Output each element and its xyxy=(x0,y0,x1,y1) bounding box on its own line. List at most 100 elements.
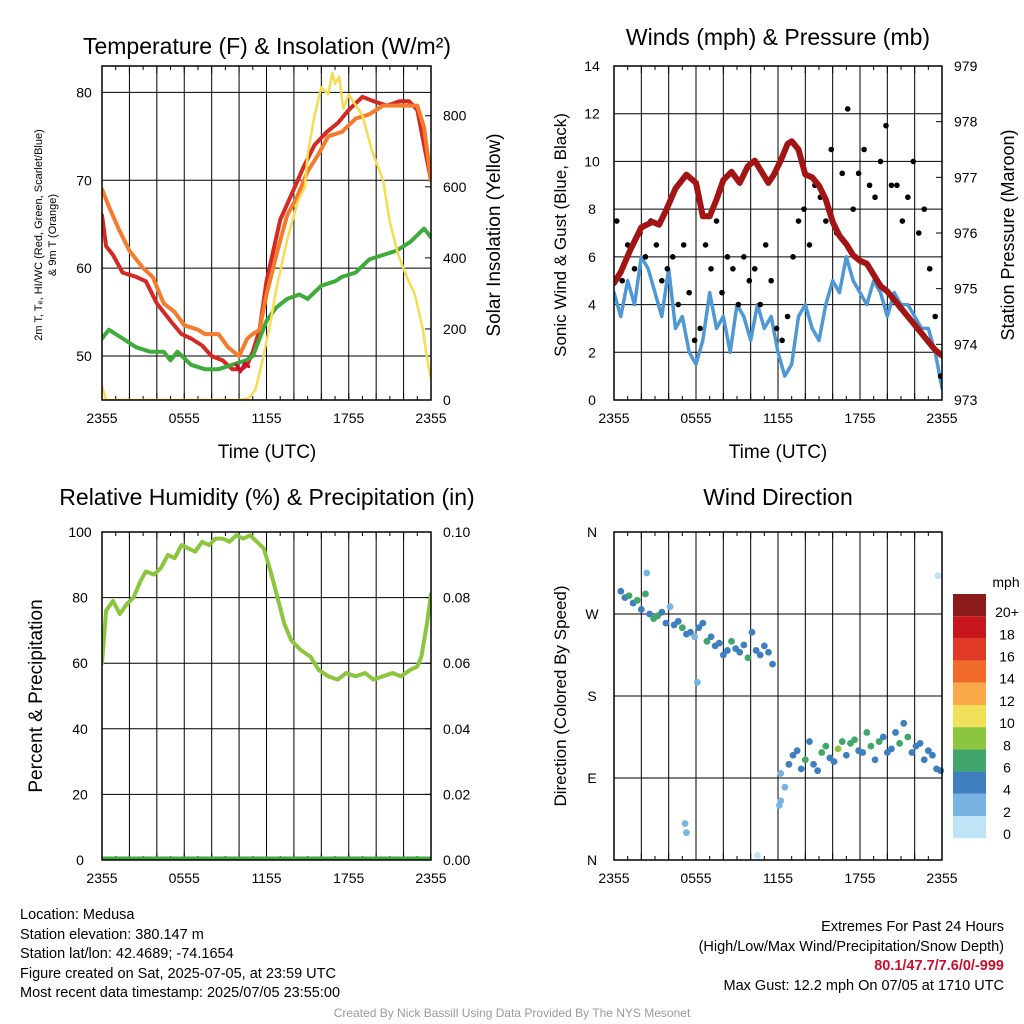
y2-tick-label: 974 xyxy=(954,336,978,352)
gust-point xyxy=(747,278,753,284)
legend-swatch xyxy=(953,794,986,816)
direction-point xyxy=(839,738,846,745)
direction-point xyxy=(904,734,911,741)
direction-point xyxy=(740,642,747,649)
direction-point xyxy=(798,765,805,772)
y-tick-label: E xyxy=(587,770,596,786)
gust-point xyxy=(665,266,671,272)
created-text: Figure created on Sat, 2025-07-05, at 23… xyxy=(20,965,340,985)
gust-point xyxy=(796,218,802,224)
legend-swatch xyxy=(953,749,986,771)
x-tick-label: 2355 xyxy=(86,870,117,886)
direction-point xyxy=(682,820,689,827)
gust-point xyxy=(861,147,867,153)
direction-point xyxy=(794,747,801,754)
gust-point xyxy=(774,326,780,332)
direction-point xyxy=(777,770,784,777)
x-tick-label: 2355 xyxy=(86,410,117,426)
temperature-ylabel-right: Solar Insolation (Yellow) xyxy=(484,133,505,336)
legend-swatch xyxy=(953,594,986,616)
direction-point xyxy=(892,729,899,736)
gust-point xyxy=(779,338,785,344)
direction-panel: Wind Direction 2355 0555 1155 1755 2355NESWN… xyxy=(551,484,1020,886)
y-tick-label: S xyxy=(587,688,596,704)
direction-point xyxy=(835,745,842,752)
gust-point xyxy=(768,278,774,284)
direction-point xyxy=(643,570,650,577)
x-tick-label: 1155 xyxy=(251,410,281,426)
gust-point xyxy=(872,194,878,200)
y-tick-label: 8 xyxy=(588,201,596,217)
direction-point xyxy=(843,752,850,759)
direction-point xyxy=(917,740,924,747)
gust-point xyxy=(757,302,763,308)
gust-point xyxy=(839,171,845,177)
elevation-text: Station elevation: 380.147 m xyxy=(20,926,340,946)
gust-point xyxy=(850,206,856,212)
direction-point xyxy=(831,758,838,765)
legend-swatch xyxy=(953,616,986,638)
direction-title: Wind Direction xyxy=(703,484,853,510)
direction-point xyxy=(745,654,752,661)
y2-tick-label: 800 xyxy=(443,108,467,124)
y2-tick-label: 200 xyxy=(443,321,467,337)
gust-point xyxy=(823,218,829,224)
y-tick-label: 14 xyxy=(584,58,600,74)
gust-point xyxy=(675,302,681,308)
direction-point xyxy=(880,734,887,741)
direction-point xyxy=(859,749,866,756)
y-tick-label: 10 xyxy=(584,153,600,169)
y2-tick-label: 977 xyxy=(954,169,978,185)
x-tick-label: 1755 xyxy=(333,410,364,426)
wind-ylabel-right: Station Pressure (Maroon) xyxy=(998,129,1018,340)
wind-xlabel: Time (UTC) xyxy=(729,442,828,463)
direction-point xyxy=(663,620,670,627)
y2-tick-label: 979 xyxy=(954,58,978,74)
direction-plot-area: 2355 0555 1155 1755 2355NESWN xyxy=(585,524,957,886)
figure-canvas: Temperature (F) & Insolation (W/m²) 2355… xyxy=(0,0,1024,1024)
legend-swatch xyxy=(953,816,986,838)
direction-point xyxy=(872,756,879,763)
temperature-title: Temperature (F) & Insolation (W/m²) xyxy=(83,33,451,59)
direction-point xyxy=(921,756,928,763)
extremes-subtitle: (High/Low/Max Wind/Precipitation/Snow De… xyxy=(699,938,1004,958)
extremes-title: Extremes For Past 24 Hours xyxy=(699,918,1004,938)
y2-tick-label: 0.10 xyxy=(443,524,470,540)
legend-label: 2 xyxy=(1003,804,1011,820)
gust-point xyxy=(801,206,807,212)
direction-point xyxy=(716,640,723,647)
gust-point xyxy=(692,338,698,344)
y-tick-label: 6 xyxy=(588,249,596,265)
gust-point xyxy=(927,266,933,272)
direction-point xyxy=(802,756,809,763)
y-tick-label: 60 xyxy=(76,260,92,276)
direction-point xyxy=(683,829,690,836)
direction-point xyxy=(868,743,875,750)
gust-point xyxy=(725,254,731,260)
gust-point xyxy=(916,230,922,236)
gust-point xyxy=(845,106,851,112)
gust-point xyxy=(911,159,917,165)
direction-point xyxy=(765,649,772,656)
direction-point xyxy=(900,720,907,727)
y-tick-label: 0 xyxy=(76,852,84,868)
y2-tick-label: 0.04 xyxy=(443,721,470,737)
gust-point xyxy=(686,290,692,296)
x-tick-label: 2355 xyxy=(598,410,629,426)
y-tick-label: 50 xyxy=(76,348,92,364)
station-info: Location: Medusa Station elevation: 380.… xyxy=(20,906,340,1004)
x-tick-label: 1755 xyxy=(844,870,875,886)
direction-point xyxy=(691,633,698,640)
direction-point xyxy=(694,679,701,686)
y-tick-label: 80 xyxy=(72,590,88,606)
gust-point xyxy=(632,266,638,272)
temperature-xlabel: Time (UTC) xyxy=(218,442,317,463)
gust-point xyxy=(643,254,649,260)
gust-point xyxy=(619,278,625,284)
gust-point xyxy=(856,171,862,177)
legend-swatch xyxy=(953,705,986,727)
direction-point xyxy=(814,767,821,774)
direction-point xyxy=(806,738,813,745)
direction-point xyxy=(769,661,776,668)
direction-point xyxy=(810,761,817,768)
